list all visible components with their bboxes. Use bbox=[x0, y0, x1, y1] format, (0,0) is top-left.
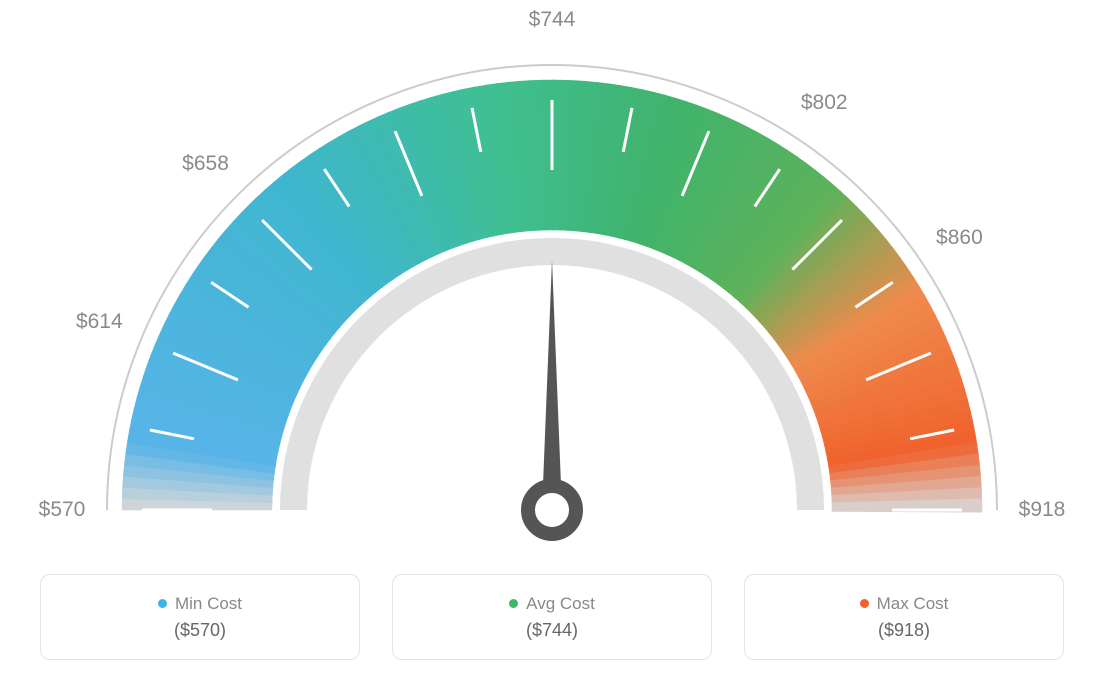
legend-min-value: ($570) bbox=[174, 620, 226, 641]
legend-avg-top: Avg Cost bbox=[509, 594, 595, 614]
legend-max-label: Max Cost bbox=[877, 594, 949, 614]
legend-row: Min Cost ($570) Avg Cost ($744) Max Cost… bbox=[0, 574, 1104, 660]
gauge-tick-label: $918 bbox=[1019, 498, 1066, 522]
legend-card-min: Min Cost ($570) bbox=[40, 574, 360, 660]
gauge-tick-label: $802 bbox=[801, 91, 848, 115]
legend-card-max: Max Cost ($918) bbox=[744, 574, 1064, 660]
gauge-tick-label: $658 bbox=[182, 152, 229, 176]
dot-icon bbox=[158, 599, 167, 608]
legend-min-top: Min Cost bbox=[158, 594, 242, 614]
dot-icon bbox=[860, 599, 869, 608]
gauge-chart bbox=[0, 0, 1104, 560]
dot-icon bbox=[509, 599, 518, 608]
legend-max-value: ($918) bbox=[878, 620, 930, 641]
legend-min-label: Min Cost bbox=[175, 594, 242, 614]
gauge-tick-label: $860 bbox=[936, 226, 983, 250]
cost-gauge-container: $570 $614 $658 $744 $802 $860 $918 Min Cost ($… bbox=[0, 0, 1104, 690]
legend-max-top: Max Cost bbox=[860, 594, 949, 614]
legend-avg-label: Avg Cost bbox=[526, 594, 595, 614]
gauge-tick-label: $570 bbox=[39, 498, 86, 522]
legend-card-avg: Avg Cost ($744) bbox=[392, 574, 712, 660]
gauge-tick-label: $744 bbox=[529, 8, 576, 32]
gauge-tick-label: $614 bbox=[76, 310, 123, 334]
legend-avg-value: ($744) bbox=[526, 620, 578, 641]
